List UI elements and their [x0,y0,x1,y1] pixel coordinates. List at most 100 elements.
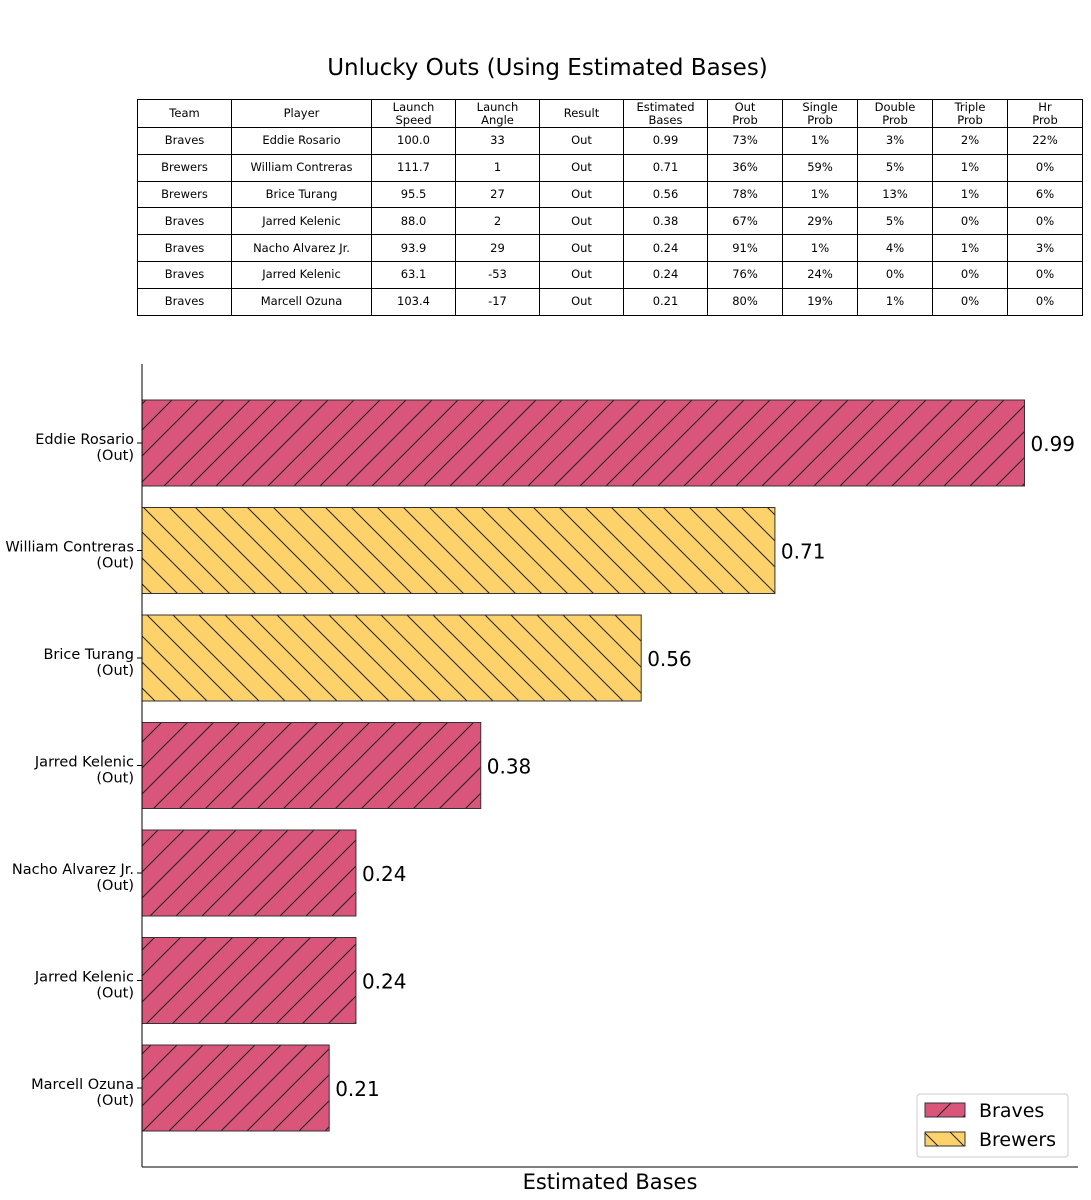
table-header-text: Single [802,99,838,114]
table-header-text: Angle [481,112,514,127]
table-cell: 13% [857,180,933,209]
table-header-text: Launch [392,99,435,114]
table-header-text: Bases [648,112,683,127]
bar-group: 0.24 Nacho Alvarez Jr.(Out) [12,829,406,917]
y-tick-label-result: (Out) [96,1093,134,1109]
table-cell: 1% [857,287,933,316]
table-cell: Eddie Rosario [231,127,372,155]
table-cell: Out [539,260,624,289]
bar-hatch [141,937,357,1024]
bar-group: 0.21 Marcell Ozuna(Out) [31,1044,380,1132]
table-cell: 29% [782,207,858,236]
table-header-cell: Launch Angle [455,99,540,128]
table-cell: Out [539,207,624,236]
bar-value-label: 0.21 [335,1077,380,1101]
y-tick-label-name: Jarred Kelenic [34,755,134,771]
table-cell: 1% [782,127,858,155]
table-header-cell: Double Prob [857,99,933,128]
table-cell: 0.24 [623,260,708,289]
table-cell: 33 [455,127,540,155]
table-cell: William Contreras [231,153,372,182]
legend-label-braves: Braves [979,1100,1044,1122]
table-cell: 0.38 [623,207,708,236]
bar-group: 0.71 William Contreras(Out) [5,507,826,594]
table-header-text: Estimated [636,99,695,114]
table-cell: 4% [857,234,933,262]
table-header-text: Double [874,99,916,114]
table-cell: -53 [455,260,540,289]
table-cell: 27 [455,180,540,209]
table-cell: 22% [1007,127,1083,155]
bar-hatch [141,722,482,809]
bar-hatch [141,399,1026,487]
table-header-text: Prob [1032,112,1058,127]
table-cell: 0% [1007,207,1083,236]
y-tick-label-name: William Contreras [5,540,134,556]
bar-value-label: 0.24 [362,970,407,994]
bar-group: 0.56 Brice Turang(Out) [43,614,692,702]
table-row: Braves Jarred Kelenic 63.1 -53 Out 0.24 76% 24%… [137,260,1083,289]
table-cell: 19% [782,287,858,316]
table-header-cell: Player [231,99,372,128]
table-row: Braves Nacho Alvarez Jr. 93.9 29 Out 0.24 91% 1… [137,234,1083,262]
table-header-text: Speed [395,112,432,127]
bar-group: 0.99 Eddie Rosario(Out) [35,399,1076,487]
bar-hatch [141,507,776,594]
y-tick-label-result: (Out) [96,448,134,464]
y-tick-label-name: Marcell Ozuna [31,1077,134,1093]
y-tick-label-result: (Out) [96,771,134,787]
y-tick-label-result: (Out) [96,556,134,572]
table-cell: Out [539,127,624,155]
table-cell: Nacho Alvarez Jr. [231,234,372,262]
table-header-cell: Team [137,99,232,128]
bar-value-label: 0.56 [647,647,692,671]
bar-value-label: 0.71 [781,540,826,564]
table-header-cell: Launch Speed [371,99,456,128]
legend: Braves Brewers [916,1093,1069,1158]
table-cell: 0.56 [623,180,708,209]
table-cell: 111.7 [371,153,456,182]
bar-value-label: 0.99 [1031,432,1076,456]
table-header-cell: Out Prob [707,99,783,128]
table-cell: Jarred Kelenic [231,260,372,289]
table-header-text: Prob [957,112,983,127]
table-header-text: Triple [954,99,986,114]
table-row: Brewers Brice Turang 95.5 27 Out 0.56 78% 1% 13%… [137,180,1083,209]
y-tick-label-result: (Out) [96,986,134,1002]
table-header-cell: Hr Prob [1007,99,1083,128]
table-cell: 6% [1007,180,1083,209]
table-cell: 67% [707,207,783,236]
table-cell: Out [539,153,624,182]
table-cell: -17 [455,287,540,316]
table-cell: Braves [137,287,232,316]
page-title: Unlucky Outs (Using Estimated Bases) [327,55,768,81]
table-cell: 1% [782,234,858,262]
table-cell: 0% [1007,153,1083,182]
table-cell: 0% [1007,287,1083,316]
legend-hatch-brewers [925,1132,965,1146]
table-header-text: Result [563,106,600,120]
table-cell: 2% [932,127,1008,155]
stats-table: Team Player Launch Speed Launch Angle Result Es… [137,99,1083,316]
table-header-text: Player [283,106,320,120]
table-header-text: Hr [1038,99,1052,114]
table-header-text: Prob [807,112,833,127]
table-cell: 103.4 [371,287,456,316]
table-header-cell: Estimated Bases [623,99,708,128]
bar-group: 0.38 Jarred Kelenic(Out) [34,722,531,809]
legend-label-brewers: Brewers [979,1129,1056,1151]
table-header-text: Prob [882,112,908,127]
y-tick-label-name: Jarred Kelenic [34,970,134,986]
table-header-row: Team Player Launch Speed Launch Angle Result Es… [137,99,1083,128]
y-tick-label-name: Nacho Alvarez Jr. [12,862,134,878]
bar-hatch [141,829,357,917]
table-cell: 5% [857,207,933,236]
table-cell: 29 [455,234,540,262]
table-body: Braves Eddie Rosario 100.0 33 Out 0.99 73% 1% 3%… [137,127,1083,316]
bar-hatch [141,1044,330,1132]
table-cell: 3% [857,127,933,155]
table-cell: 88.0 [371,207,456,236]
table-header-cell: Single Prob [782,99,858,128]
x-axis-label: Estimated Bases [523,1170,698,1194]
